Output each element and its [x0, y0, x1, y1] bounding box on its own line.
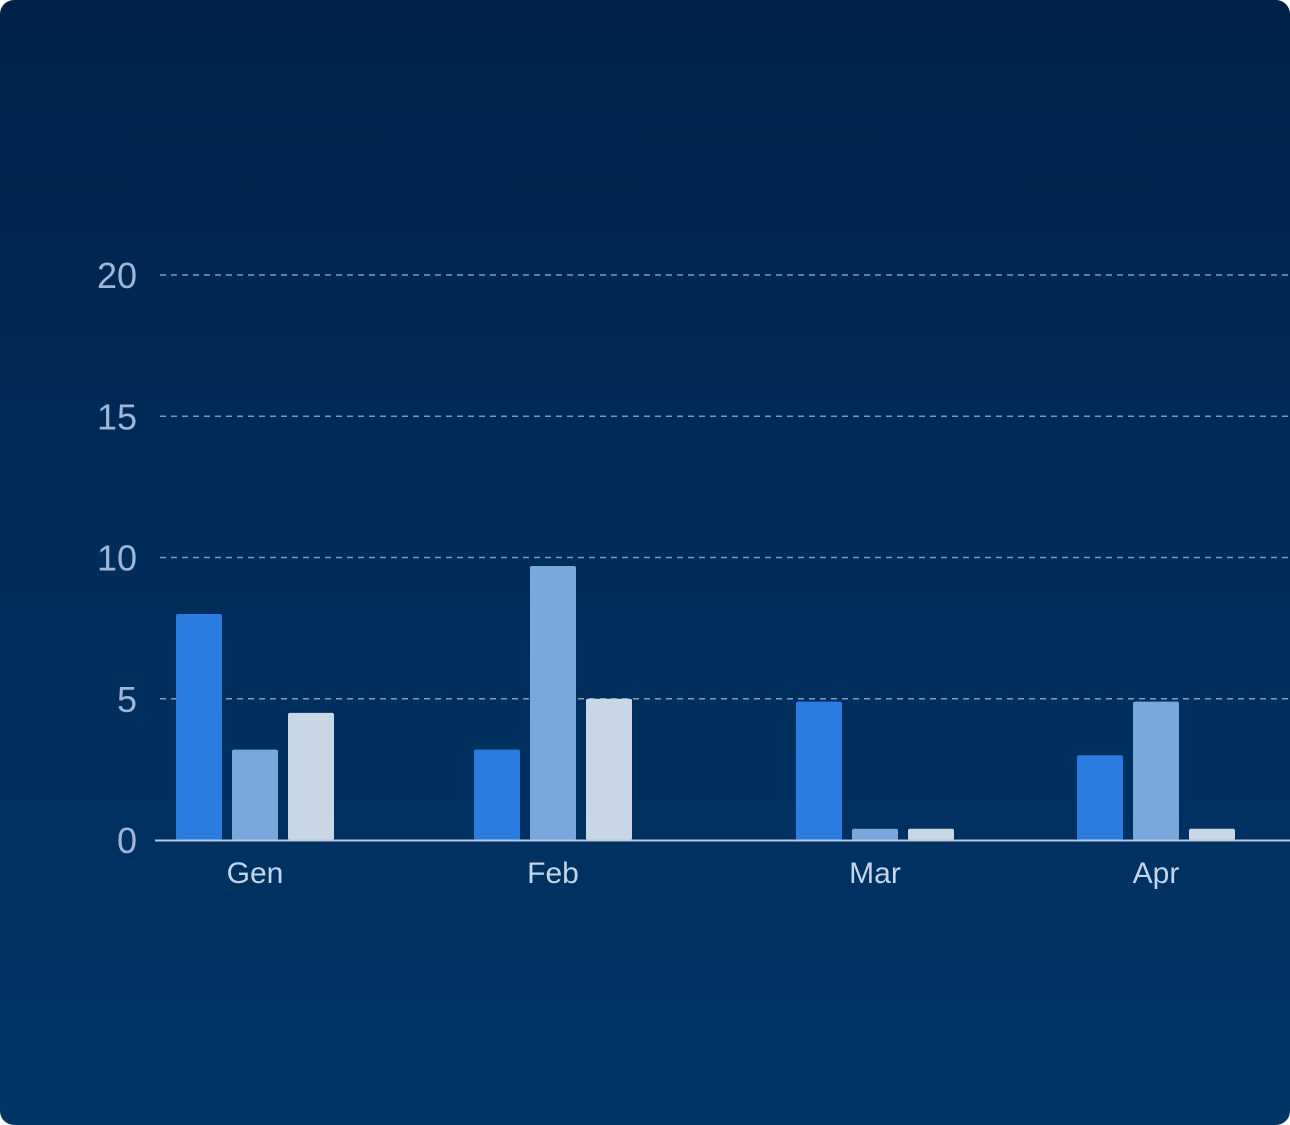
y-tick-label: 20: [97, 255, 137, 296]
bar-apr-series-1: [1077, 755, 1123, 840]
bar-gen-series-1: [176, 614, 222, 840]
bar-feb-series-3: [586, 698, 632, 840]
y-tick-label: 0: [117, 820, 137, 861]
bar-apr-series-3: [1189, 828, 1235, 840]
x-tick-label: Gen: [227, 857, 284, 890]
bar-mar-series-2: [852, 828, 898, 840]
bar-mar-series-3: [908, 828, 954, 840]
x-tick-label: Apr: [1133, 857, 1180, 890]
bar-feb-series-2: [530, 565, 576, 840]
bar-gen-series-3: [288, 712, 334, 840]
y-tick-label: 10: [97, 538, 137, 579]
y-tick-label: 15: [97, 396, 137, 437]
bar-apr-series-2: [1133, 701, 1179, 840]
x-tick-label: Mar: [849, 857, 901, 890]
bar-feb-series-1: [474, 749, 520, 840]
x-tick-label: Feb: [527, 857, 579, 890]
y-tick-label: 5: [117, 679, 137, 720]
bar-mar-series-1: [796, 701, 842, 840]
bar-gen-series-2: [232, 749, 278, 840]
